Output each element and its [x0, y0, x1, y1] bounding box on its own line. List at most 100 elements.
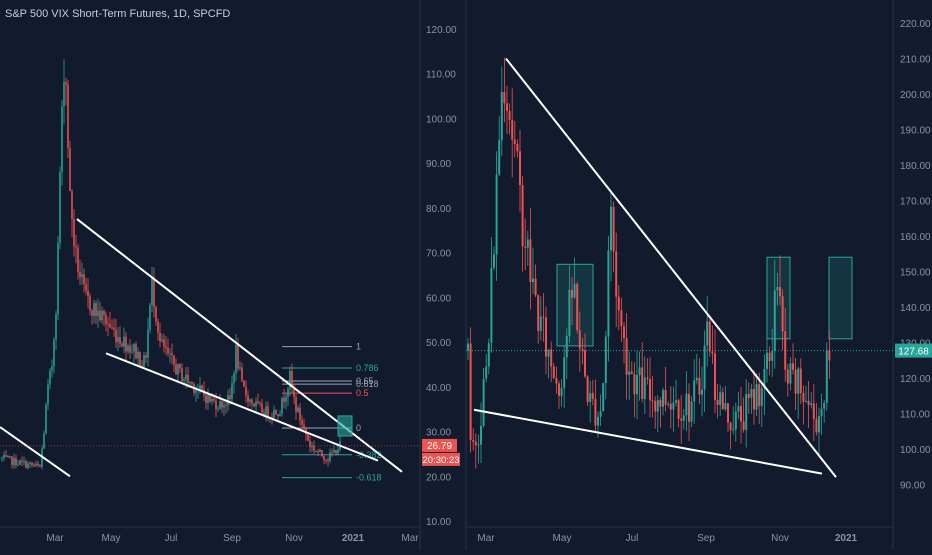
candle-body [307, 434, 309, 441]
candle-body [675, 400, 677, 403]
fib-level-label: 0.786 [356, 363, 379, 373]
fib-level-label: -0.618 [356, 473, 382, 483]
right-trendlines[interactable] [473, 57, 837, 478]
candle-body [708, 321, 711, 352]
candle-body [75, 246, 77, 248]
x-tick-label: Mar [401, 533, 419, 544]
candle-body [155, 307, 157, 322]
candle-body [682, 415, 685, 421]
candle-body [9, 456, 11, 458]
candle-body [560, 387, 563, 396]
candle-body [13, 458, 15, 465]
candle-body [589, 393, 592, 402]
candle-body [729, 422, 732, 430]
candle-body [141, 365, 143, 367]
candle-body [55, 314, 57, 340]
candle-body [467, 343, 469, 351]
candle-body [823, 402, 826, 409]
candle-body [281, 397, 283, 414]
candle-body [323, 455, 325, 460]
candle-body [807, 400, 810, 405]
candle-body [630, 371, 633, 375]
candle-body [245, 386, 247, 396]
right-boxes[interactable] [466, 256, 893, 352]
candle-body [63, 82, 65, 107]
candle-body [169, 353, 171, 355]
candle-body [309, 440, 311, 448]
countdown-label: 20:30:23 [423, 455, 460, 466]
candle-body [615, 251, 618, 297]
candle-body [25, 461, 27, 468]
candle-body [500, 92, 503, 141]
candle-body [552, 366, 555, 378]
candle-body [636, 374, 638, 395]
candle-body [227, 395, 229, 406]
candle-body [802, 393, 805, 402]
candle-body [109, 324, 111, 328]
y-tick-label: 20.00 [426, 472, 451, 483]
candle-body [750, 388, 753, 398]
candle-body [820, 408, 823, 417]
candle-body [37, 463, 39, 466]
x-tick-label: Jul [626, 533, 639, 544]
candle-body [693, 380, 696, 402]
candle-body [745, 393, 748, 430]
candle-body [213, 398, 215, 401]
candle-body [303, 424, 305, 428]
candle-body [257, 401, 259, 403]
candle-body [604, 336, 607, 384]
candle-body [195, 390, 197, 393]
candle-body [516, 143, 519, 152]
candle-body [521, 185, 524, 247]
y-tick-label: 70.00 [426, 249, 451, 260]
candle-body [161, 339, 163, 342]
candle-body [249, 399, 251, 402]
candle-body [825, 350, 828, 403]
trendline [473, 408, 823, 475]
candle-body [151, 277, 153, 305]
candle-body [664, 390, 667, 405]
candle-body [659, 400, 662, 407]
candle-body [337, 449, 339, 454]
highlight-box [766, 256, 791, 340]
candle-body [329, 452, 331, 462]
candle-body [688, 393, 690, 422]
candle-body [591, 393, 594, 399]
candle-body [129, 345, 131, 353]
candle-body [95, 303, 97, 316]
candle-body [610, 206, 612, 251]
candle-body [291, 371, 293, 388]
y-tick-label: 110.00 [900, 409, 930, 420]
candle-body [539, 316, 542, 331]
y-tick-label: 190.00 [900, 126, 931, 137]
candle-body [317, 451, 319, 453]
candle-body [143, 355, 145, 367]
right-candles [467, 57, 831, 469]
candle-body [511, 119, 514, 140]
candle-body [594, 398, 597, 426]
candle-body [99, 310, 101, 321]
candle-body [179, 363, 181, 369]
candle-body [716, 399, 719, 405]
candle-body [105, 315, 107, 324]
candle-body [506, 103, 508, 111]
right-last-price-tag [895, 343, 932, 358]
candle-body [255, 401, 257, 407]
candle-body [690, 401, 693, 422]
candle-body [159, 332, 161, 342]
candle-body [73, 219, 75, 247]
candle-body [43, 433, 45, 449]
candle-body [21, 460, 23, 462]
candle-body [207, 394, 209, 403]
candle-body [719, 392, 722, 405]
candle-body [59, 171, 61, 244]
candle-body [241, 367, 243, 381]
x-tick-label: Jul [165, 533, 178, 544]
candle-body [810, 403, 813, 405]
candle-body [485, 366, 488, 379]
candle-body [703, 345, 706, 390]
candle-body [153, 277, 155, 308]
candle-body [239, 367, 241, 369]
